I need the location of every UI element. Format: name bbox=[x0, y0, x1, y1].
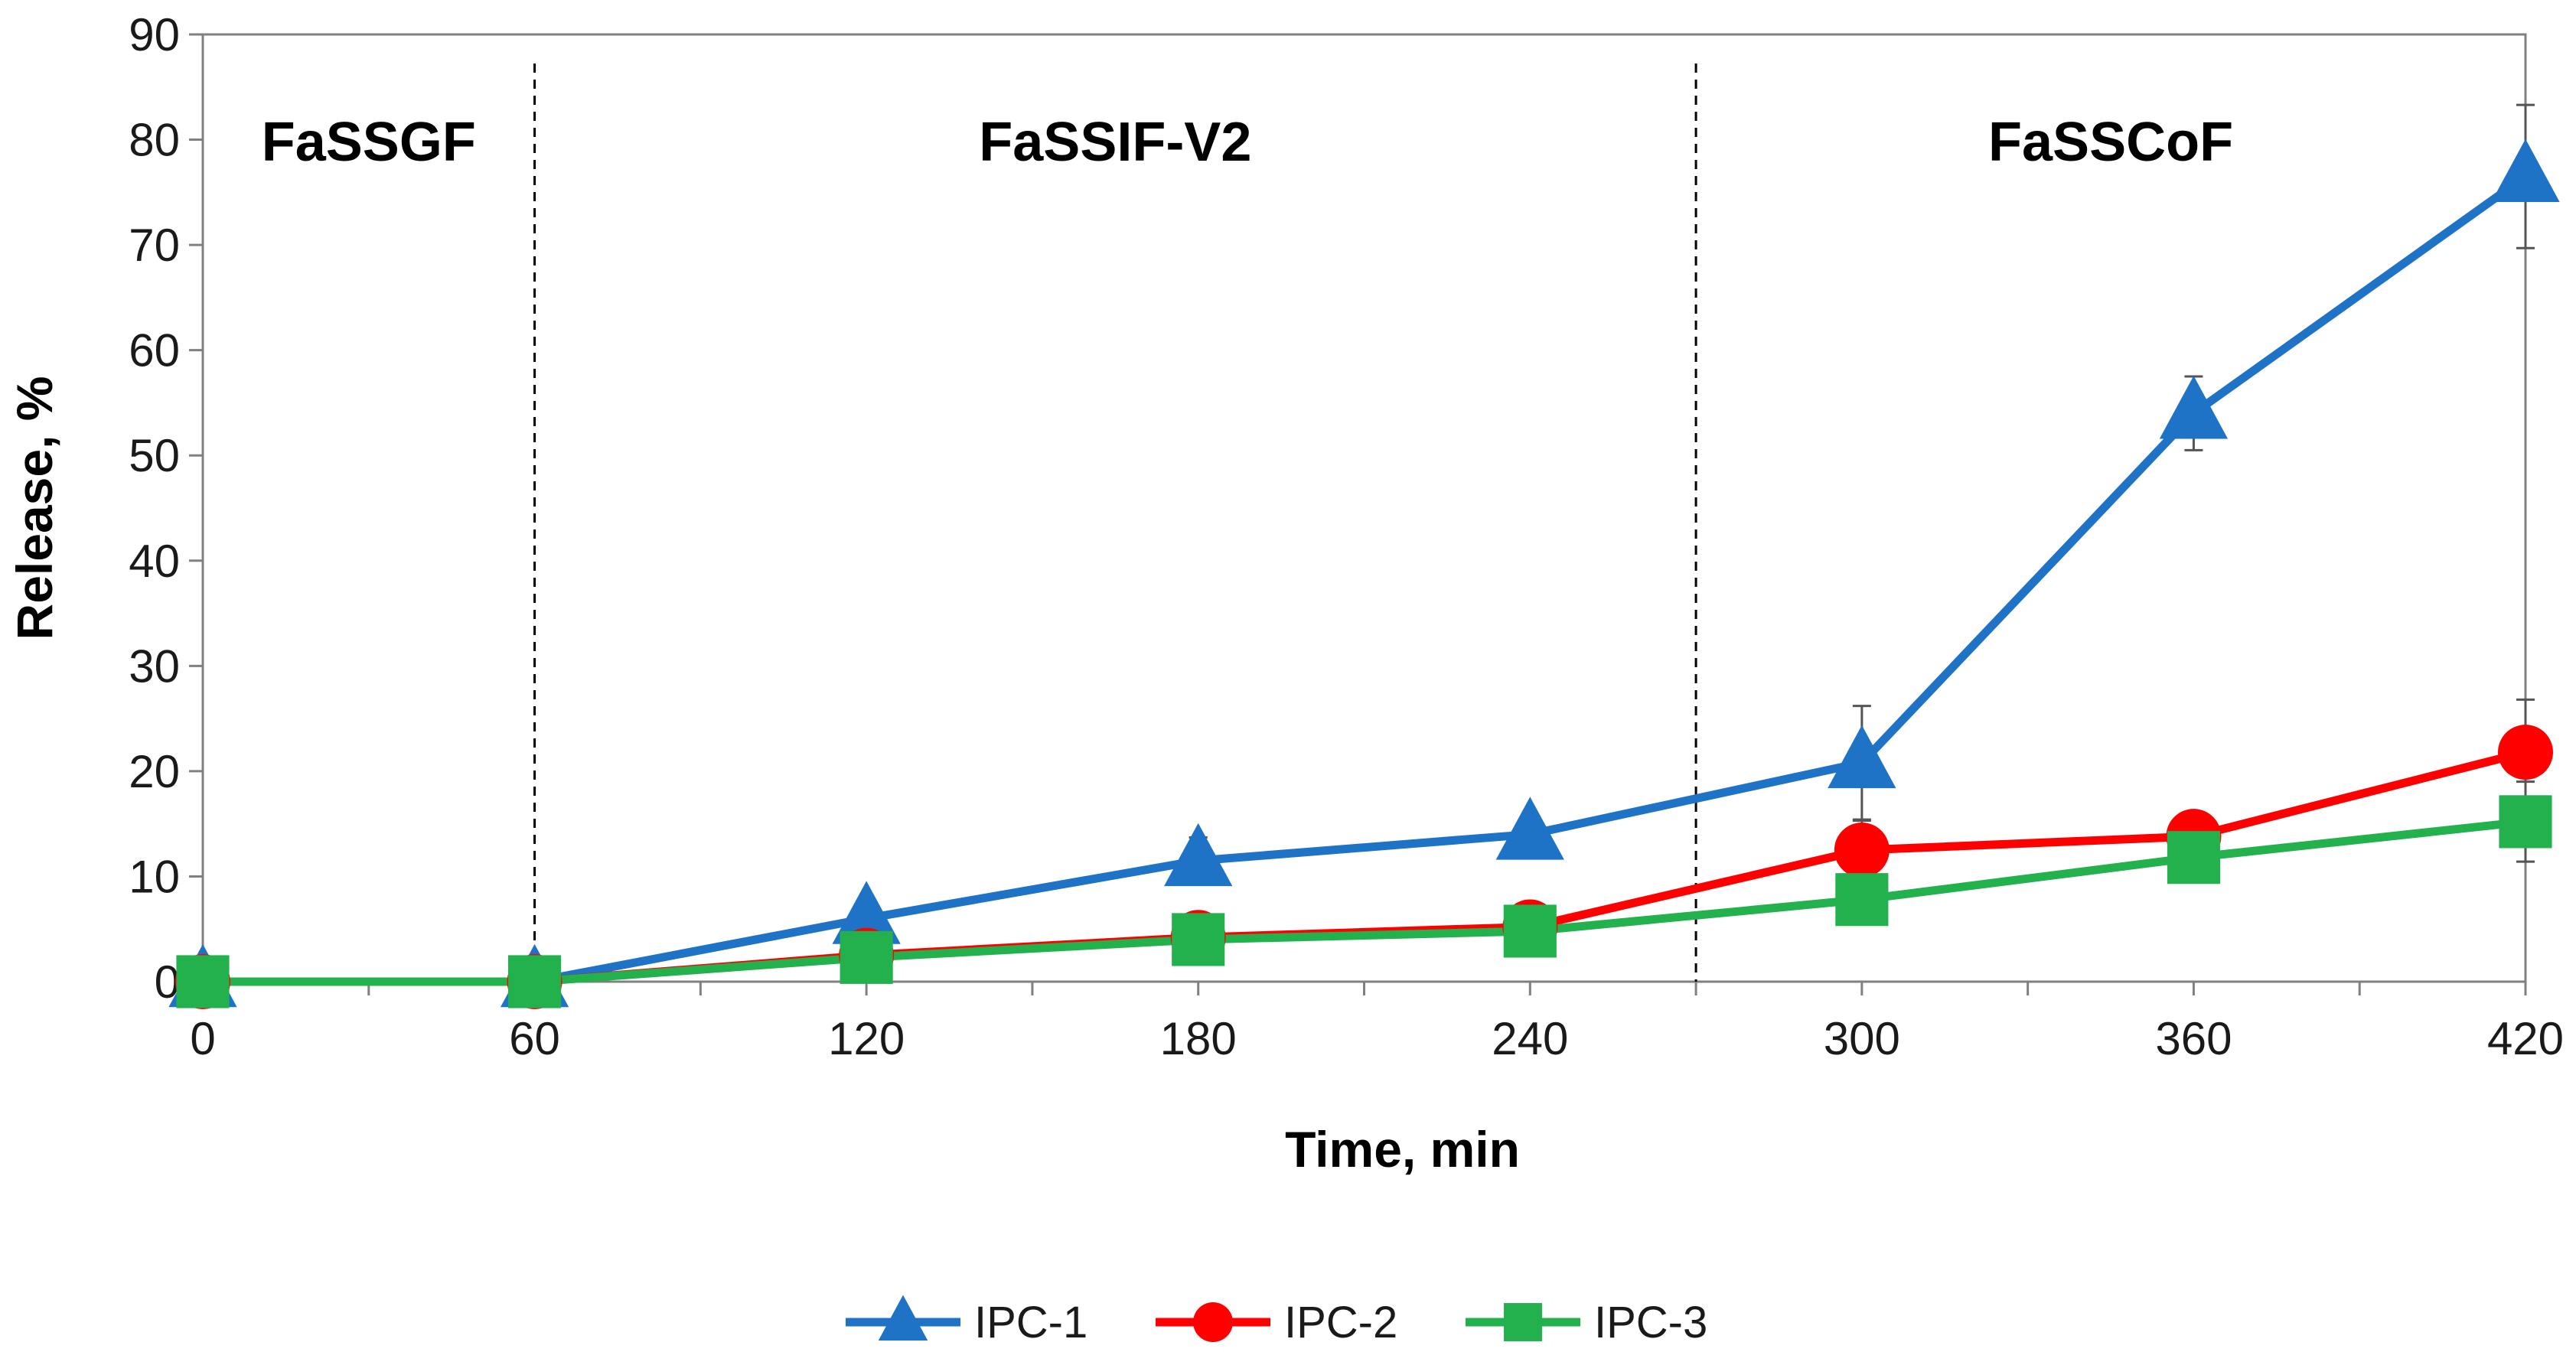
ipc-2-legend-marker bbox=[1193, 1302, 1233, 1342]
phase-dividers bbox=[533, 64, 1697, 982]
series-lines bbox=[203, 173, 2529, 986]
y-tick-label: 30 bbox=[129, 640, 180, 692]
y-tick-label: 90 bbox=[129, 9, 180, 60]
x-tick-label: 420 bbox=[2487, 1013, 2564, 1064]
y-tick-label: 10 bbox=[129, 851, 180, 902]
ipc-3-line bbox=[203, 817, 2526, 986]
ipc-2-point bbox=[1834, 823, 1890, 878]
y-tick-label: 80 bbox=[129, 115, 180, 166]
ipc-2-point bbox=[2498, 725, 2553, 780]
ipc-3-point bbox=[1172, 913, 1225, 966]
y-tick-label: 50 bbox=[129, 430, 180, 481]
phase-labels: FaSSGF FaSSIF-V2 FaSSCoF bbox=[262, 112, 2233, 173]
ipc-1-legend-label: IPC-1 bbox=[974, 1298, 1087, 1347]
y-tick-label: 60 bbox=[129, 325, 180, 376]
ipc-3-point bbox=[1503, 904, 1557, 958]
legend: IPC-1 IPC-2 IPC-3 bbox=[846, 1295, 1707, 1347]
ipc-3-point bbox=[2499, 795, 2552, 849]
y-tick-label: 20 bbox=[129, 746, 180, 797]
phase-label: FaSSIF-V2 bbox=[979, 112, 1251, 173]
y-axis-title: Release, % bbox=[6, 376, 63, 640]
x-tick-label: 360 bbox=[2155, 1013, 2232, 1064]
ipc-1-line bbox=[203, 173, 2529, 986]
ipc-1-legend-marker bbox=[878, 1295, 928, 1341]
ipc-3-point bbox=[1835, 873, 1889, 927]
x-axis-title: Time, min bbox=[1285, 1121, 1520, 1178]
series-markers bbox=[168, 138, 2560, 1009]
ipc-3-point bbox=[176, 955, 230, 1008]
ipc-3-point bbox=[2167, 831, 2220, 885]
ipc-1-point bbox=[2491, 138, 2560, 202]
x-tick-label: 120 bbox=[828, 1013, 905, 1064]
ipc-3-legend-marker bbox=[1504, 1303, 1542, 1341]
y-tick-label: 40 bbox=[129, 536, 180, 587]
ipc-1-point bbox=[1495, 797, 1564, 860]
x-tick-label: 180 bbox=[1160, 1013, 1237, 1064]
ipc-1-point bbox=[1828, 725, 1896, 789]
ipc-1-point bbox=[1164, 823, 1233, 887]
x-tick-label: 60 bbox=[509, 1013, 560, 1064]
ipc-1-point bbox=[2159, 376, 2229, 439]
ipc-3-legend-label: IPC-3 bbox=[1594, 1298, 1707, 1347]
ipc-3-point bbox=[840, 930, 893, 984]
ipc-3-point bbox=[508, 955, 562, 1008]
phase-label: FaSSGF bbox=[262, 112, 476, 173]
y-tick-label: 70 bbox=[129, 220, 180, 271]
x-tick-label: 0 bbox=[190, 1013, 215, 1064]
phase-label: FaSSCoF bbox=[1988, 112, 2233, 173]
x-tick-label: 240 bbox=[1492, 1013, 1568, 1064]
x-axis-ticks: 0 60 120 180 240 300 360 420 bbox=[190, 982, 2564, 1064]
ipc-1-point bbox=[832, 881, 901, 944]
ipc-2-legend-label: IPC-2 bbox=[1284, 1298, 1397, 1347]
x-tick-label: 300 bbox=[1824, 1013, 1900, 1064]
